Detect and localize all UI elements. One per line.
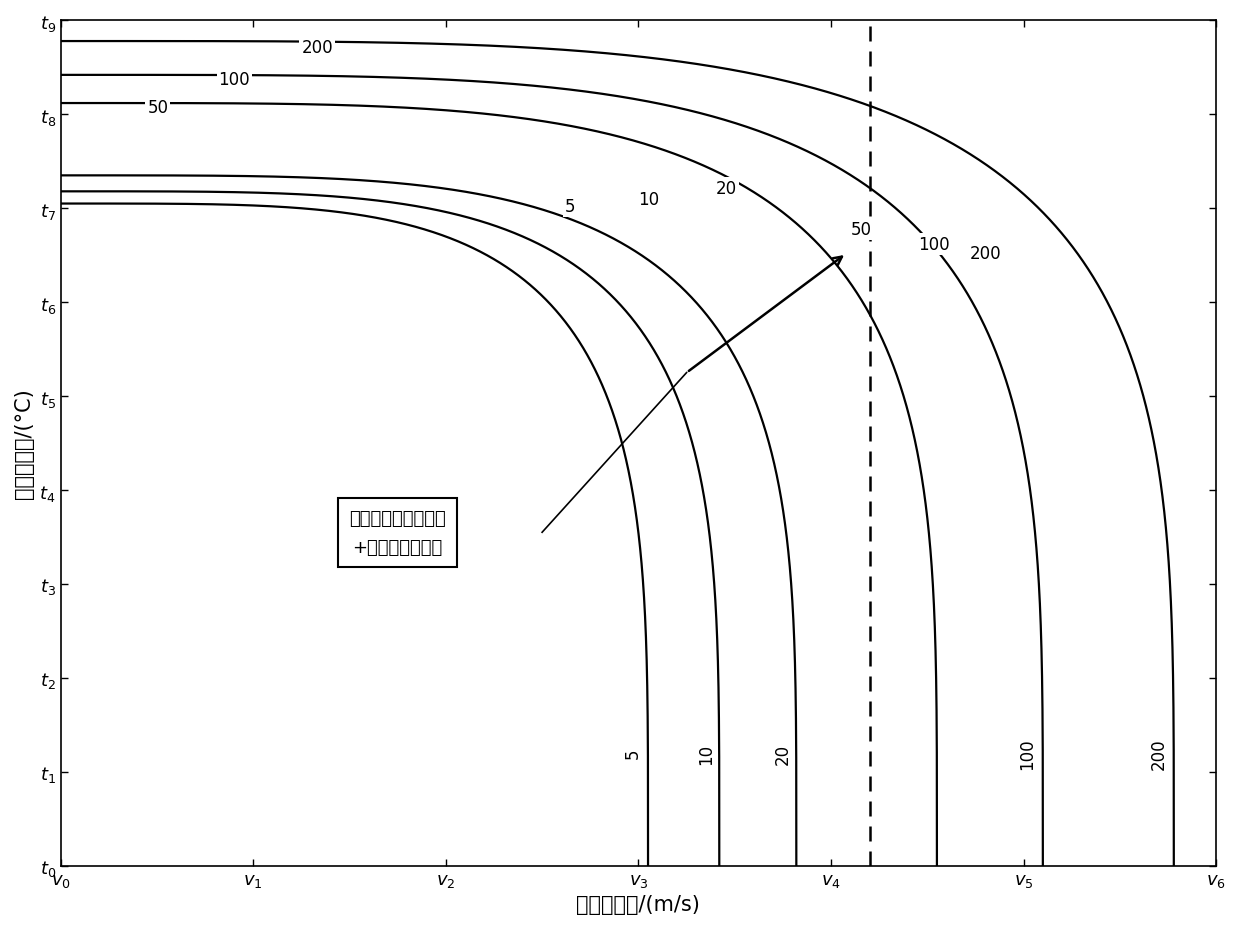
Text: 5: 5 <box>565 199 575 216</box>
Text: 100: 100 <box>918 236 950 253</box>
Text: 10: 10 <box>639 190 660 209</box>
Text: 20: 20 <box>715 179 737 198</box>
Text: 100: 100 <box>1018 738 1037 769</box>
Text: 50: 50 <box>148 98 169 117</box>
Text: 规范规定的基本风速
+最高气温折减値: 规范规定的基本风速 +最高气温折减値 <box>350 509 446 556</box>
Text: 100: 100 <box>218 71 250 88</box>
Text: 20: 20 <box>774 742 792 764</box>
Text: 200: 200 <box>301 39 334 57</box>
X-axis label: 月最大风速/(m/s): 月最大风速/(m/s) <box>577 895 701 914</box>
Y-axis label: 对应的气温/(°C): 对应的气温/(°C) <box>14 388 33 499</box>
Text: 10: 10 <box>697 742 714 764</box>
Text: 50: 50 <box>851 221 872 238</box>
Text: 200: 200 <box>970 245 1001 263</box>
Text: 200: 200 <box>1149 738 1167 769</box>
Text: 5: 5 <box>624 748 641 758</box>
